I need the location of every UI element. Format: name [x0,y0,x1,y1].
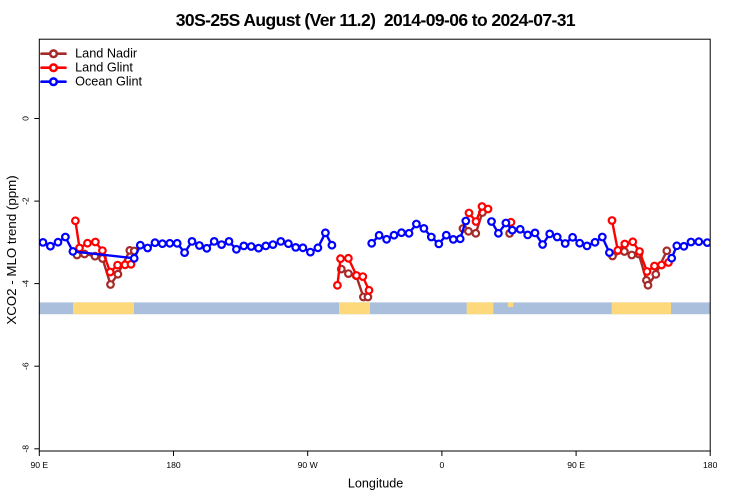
svg-text:Ocean Glint: Ocean Glint [75,75,142,89]
svg-text:180: 180 [703,460,718,470]
svg-text:Longitude: Longitude [348,477,403,491]
svg-text:30S-25S August (Ver 11.2) 201: 30S-25S August (Ver 11.2) 2014-09-06 to … [176,10,576,30]
svg-text:Land Nadir: Land Nadir [75,47,138,61]
svg-text:XCO2 - MLO trend (ppm): XCO2 - MLO trend (ppm) [4,175,19,324]
svg-text:90 W: 90 W [298,460,319,470]
svg-text:Land Glint: Land Glint [75,61,133,75]
svg-text:-6: -6 [21,362,31,370]
svg-text:90 E: 90 E [567,460,585,470]
svg-text:90 E: 90 E [30,460,48,470]
svg-text:180: 180 [166,460,181,470]
svg-text:-8: -8 [21,445,31,453]
svg-text:0: 0 [21,116,31,121]
svg-text:-4: -4 [21,280,31,288]
svg-text:0: 0 [440,460,445,470]
svg-text:-2: -2 [21,197,31,205]
